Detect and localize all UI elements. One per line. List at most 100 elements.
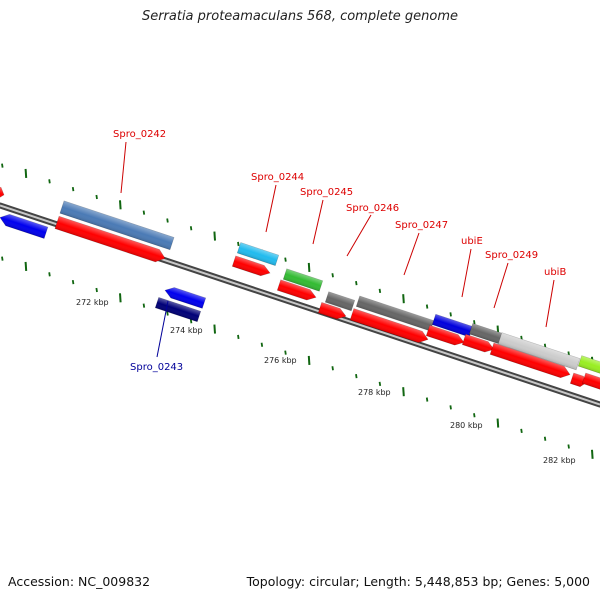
accession-text: Accession: NC_009832 — [8, 574, 151, 589]
outer-minor-tick — [237, 241, 240, 247]
leader-spro-0245 — [312, 199, 324, 245]
gene-label-spro-0244[interactable]: Spro_0244 — [251, 172, 304, 183]
topology-summary: Topology: circular; Length: 5,448,853 bp… — [246, 574, 590, 589]
outer-minor-tick — [378, 288, 382, 294]
gene-arrow-spro-0244[interactable] — [231, 255, 271, 278]
gene-label-spro-0243[interactable]: Spro_0243 — [130, 362, 183, 373]
inner-minor-tick — [71, 280, 75, 285]
outer-major-tick — [24, 168, 28, 179]
leader-spro-0242 — [120, 141, 127, 194]
map-title: Serratia proteamaculans 568, complete ge… — [141, 9, 459, 24]
scale-label-274: 274 kbp — [170, 326, 203, 335]
gene-arrow-spro-0249[interactable] — [461, 333, 495, 354]
outer-minor-tick — [1, 163, 4, 168]
label-leaders — [120, 141, 555, 358]
outer-minor-tick — [520, 335, 523, 341]
gene-label-spro-0245[interactable]: Spro_0245 — [300, 187, 353, 198]
gene-arrow-ubib[interactable] — [489, 342, 572, 380]
scale-label-282: 282 kbp — [543, 456, 576, 465]
gene-block-edge-green[interactable] — [577, 355, 600, 378]
outer-minor-tick — [425, 304, 429, 309]
scale-label-280: 280 kbp — [450, 421, 483, 430]
inner-minor-tick — [142, 303, 146, 308]
outer-minor-tick — [71, 187, 75, 192]
gene-arrow-spro-0245[interactable] — [276, 279, 317, 303]
leader-ubie — [461, 248, 472, 298]
outer-minor-tick — [142, 210, 146, 215]
inner-major-tick — [213, 324, 216, 334]
outer-minor-tick — [284, 257, 287, 262]
leader-spro-0247 — [403, 232, 420, 276]
inner-minor-tick — [331, 366, 334, 371]
outer-minor-tick — [449, 312, 452, 317]
gene-arrow-edge-left[interactable] — [0, 183, 6, 201]
inner-minor-tick — [355, 373, 358, 379]
inner-minor-tick — [449, 405, 452, 410]
inner-major-tick — [591, 449, 594, 459]
inner-minor-tick — [237, 334, 240, 340]
gene-label-spro-0242[interactable]: Spro_0242 — [113, 129, 166, 140]
inner-minor-tick — [378, 381, 382, 387]
inner-major-tick — [307, 355, 311, 365]
inner-minor-tick — [48, 272, 51, 277]
inner-major-tick — [402, 387, 405, 397]
gene-label-spro-0246[interactable]: Spro_0246 — [346, 203, 399, 214]
gene-block-spro-0242-blue[interactable] — [59, 200, 175, 251]
gene-label-spro-0249[interactable]: Spro_0249 — [485, 250, 538, 261]
inner-minor-tick — [520, 428, 523, 434]
gene-block-spro-0244-cyan[interactable] — [236, 242, 280, 266]
outer-major-tick — [119, 200, 122, 210]
gene-label-ubib[interactable]: ubiB — [544, 267, 566, 278]
outer-minor-tick — [95, 194, 98, 200]
gene-arrow-spro-0247[interactable] — [349, 308, 430, 346]
inner-minor-tick — [1, 256, 4, 261]
outer-minor-tick — [567, 351, 570, 356]
outer-minor-tick — [189, 226, 193, 231]
gene-arrow-spro-0246[interactable] — [317, 302, 347, 321]
gene-block-spro-0243[interactable] — [154, 296, 202, 323]
scale-label-276: 276 kbp — [264, 356, 297, 365]
outer-minor-tick — [473, 320, 476, 325]
inner-minor-tick — [189, 319, 193, 324]
scale-label-278: 278 kbp — [358, 388, 391, 397]
outer-minor-tick — [355, 280, 358, 286]
gene-label-spro-0247[interactable]: Spro_0247 — [395, 220, 448, 231]
gene-arrow-edge-right[interactable] — [581, 372, 600, 393]
leader-spro-0249 — [493, 262, 509, 309]
outer-minor-tick — [543, 343, 547, 348]
leader-spro-0244 — [265, 184, 277, 233]
leader-spro-0243 — [156, 300, 169, 358]
gene-arrow-ubie[interactable] — [425, 324, 465, 347]
leader-spro-0246 — [346, 214, 372, 257]
leader-ubib — [545, 279, 555, 328]
outer-minor-tick — [331, 273, 334, 278]
inner-major-tick — [119, 293, 122, 303]
gene-arrow-spro-0243[interactable] — [163, 285, 207, 309]
gene-arrow-left-blue[interactable] — [0, 212, 49, 239]
inner-minor-tick — [95, 287, 98, 293]
inner-minor-tick — [543, 436, 547, 441]
gene-arrow-right-small[interactable] — [569, 372, 587, 388]
gene-block-ubib-lightgrey[interactable] — [497, 332, 581, 371]
inner-minor-tick — [567, 444, 570, 449]
inner-minor-tick — [260, 342, 264, 347]
inner-minor-tick — [473, 413, 476, 418]
inner-minor-tick — [284, 350, 287, 355]
feature-track — [0, 183, 600, 393]
scale-label-272: 272 kbp — [76, 298, 109, 307]
gene-arrow-spro-0242[interactable] — [54, 215, 167, 264]
outer-major-tick — [402, 294, 405, 304]
outer-minor-tick — [48, 179, 51, 184]
gene-block-spro-0246-grey[interactable] — [324, 291, 356, 312]
inner-minor-tick — [425, 397, 429, 402]
outer-major-tick — [307, 262, 311, 272]
gene-block-spro-0245-green[interactable] — [282, 268, 324, 292]
outer-minor-tick — [166, 218, 169, 223]
gene-label-ubie[interactable]: ubiE — [461, 236, 483, 247]
inner-major-tick — [24, 261, 28, 272]
inner-tick-row — [1, 256, 594, 459]
outer-major-tick — [213, 231, 216, 241]
inner-major-tick — [496, 418, 500, 428]
inner-minor-tick — [166, 311, 169, 316]
